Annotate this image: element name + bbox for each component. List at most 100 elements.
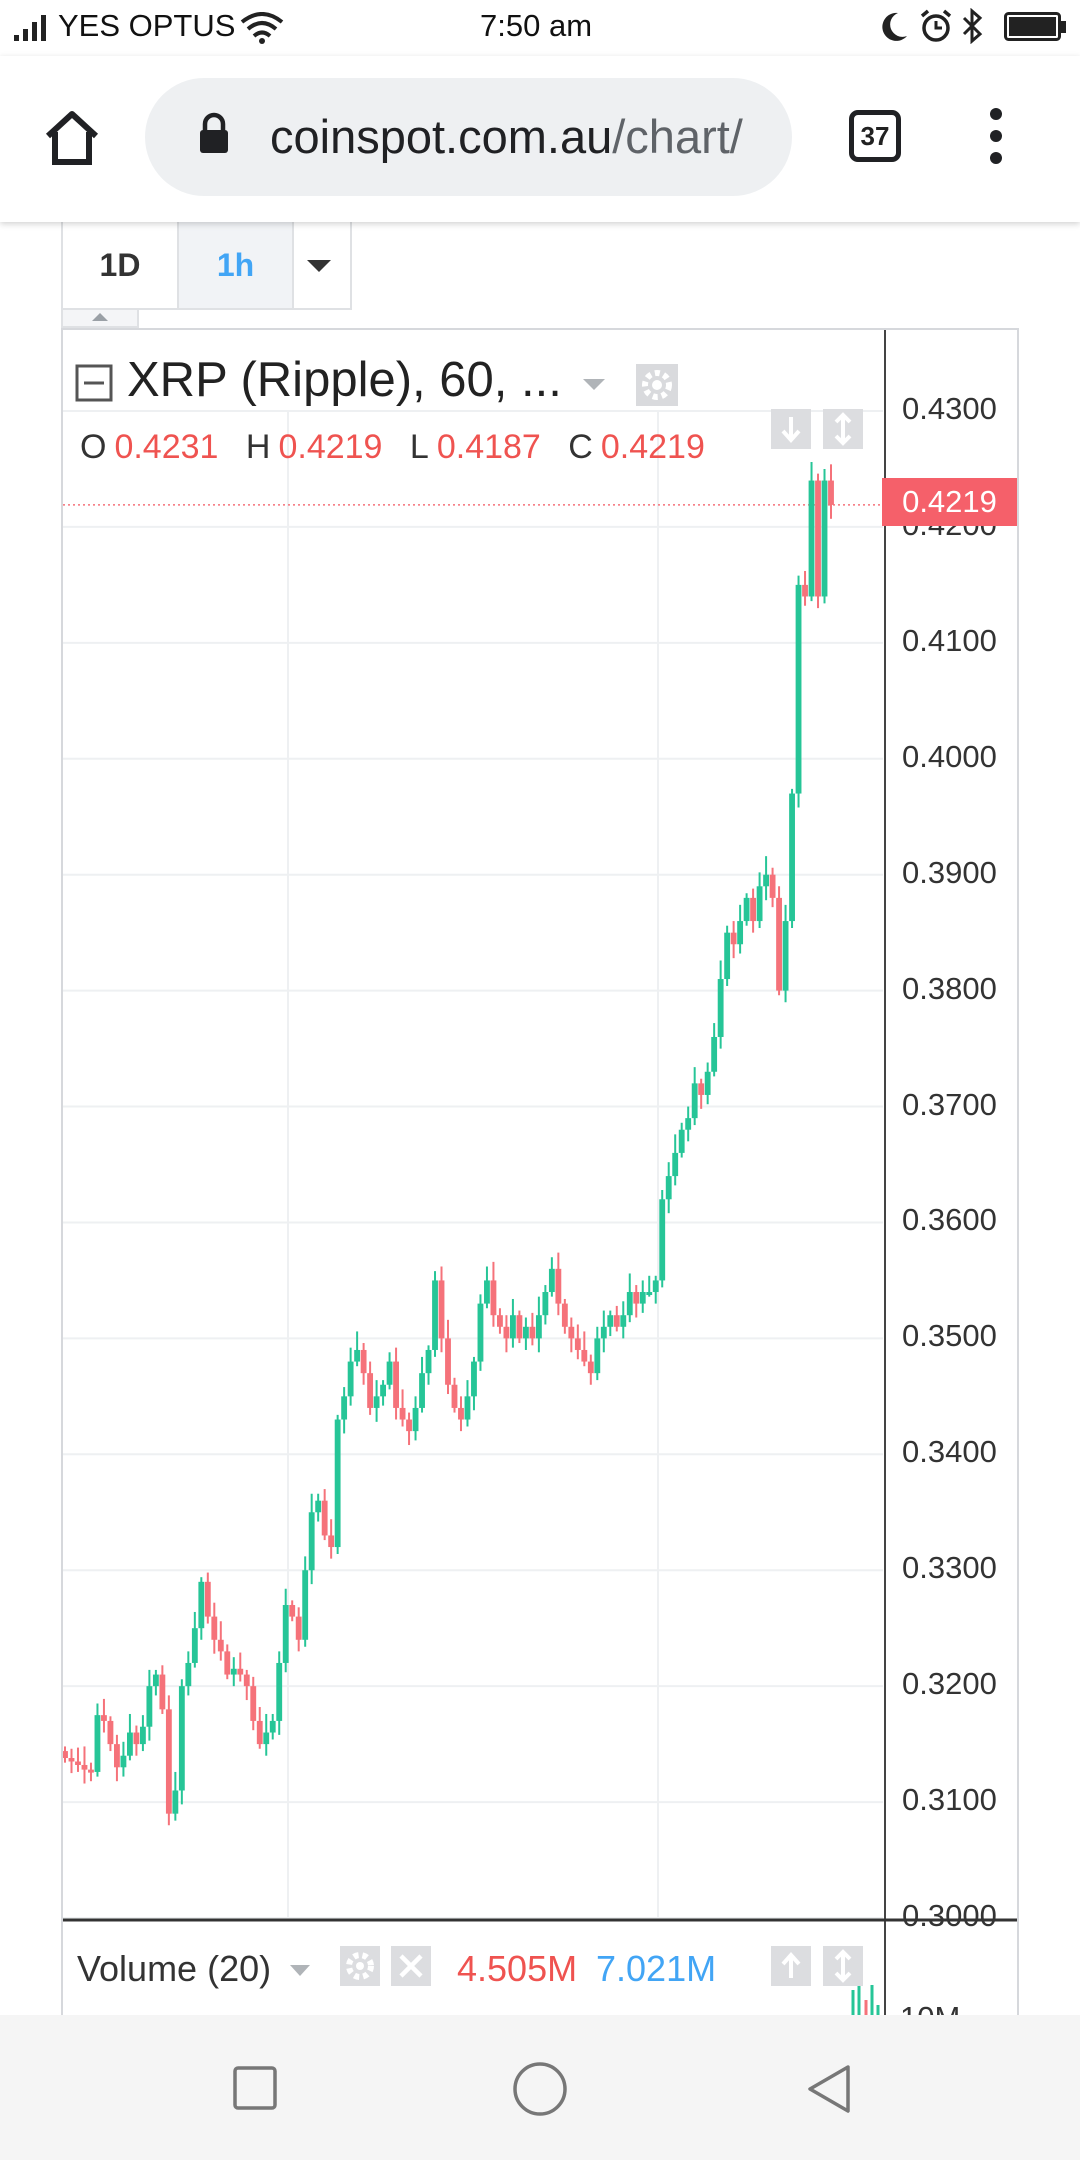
back-triangle-icon[interactable] — [804, 2063, 854, 2115]
candle-body — [652, 1280, 659, 1293]
candle-body — [289, 1605, 296, 1617]
home-circle-icon[interactable] — [512, 2061, 568, 2117]
price-axis-label: 0.4100 — [902, 622, 997, 658]
interval-1d-button[interactable]: 1D — [99, 247, 141, 283]
volume-settings-icon[interactable] — [340, 1946, 380, 1986]
address-bar[interactable]: coinspot.com.au/chart/ — [145, 78, 792, 196]
candle-body — [185, 1662, 192, 1687]
clock-time: 7:50 am — [480, 8, 593, 43]
price-axis-label: 0.3500 — [902, 1318, 997, 1354]
caret-down-icon[interactable] — [306, 258, 332, 274]
symbol-legend[interactable]: XRP (Ripple), 60, ... — [75, 352, 562, 408]
candle-body — [691, 1083, 698, 1119]
interval-1h-button[interactable]: 1h — [177, 222, 294, 308]
gear-icon — [642, 370, 672, 400]
settings-gear-icon[interactable] — [636, 364, 678, 406]
volume-remove-icon[interactable] — [391, 1946, 431, 1986]
close-label: C — [568, 428, 593, 466]
candle-body — [191, 1628, 198, 1663]
candle-body — [594, 1338, 601, 1374]
open-value: 0.4231 — [114, 428, 219, 466]
candle-body — [263, 1732, 270, 1745]
browser-toolbar: coinspot.com.au/chart/ 37 — [0, 56, 1080, 222]
candle-body — [711, 1036, 718, 1072]
scroll-down-icon[interactable] — [771, 409, 811, 449]
candle-body — [217, 1639, 224, 1652]
bluetooth-icon — [962, 8, 983, 44]
price-chart[interactable] — [61, 328, 1019, 2015]
candle-body — [626, 1292, 633, 1316]
low-value: 0.4187 — [436, 428, 541, 466]
volume-value-blue: 7.021M — [596, 1948, 717, 1989]
candle-body — [178, 1686, 185, 1791]
candle-body — [769, 874, 776, 898]
candle-body — [282, 1605, 289, 1663]
price-axis-label: 0.3000 — [902, 1898, 997, 1933]
tabs-icon[interactable]: 37 — [849, 110, 901, 162]
candle-body — [737, 921, 744, 945]
candle-body — [509, 1315, 516, 1339]
candle-body — [568, 1326, 575, 1339]
candle-body — [237, 1668, 244, 1675]
candle-body — [678, 1129, 685, 1153]
candle-body — [412, 1407, 419, 1432]
current-price-tag: 0.4219 — [882, 478, 1017, 526]
candle-body — [730, 932, 737, 945]
candle-body — [750, 897, 757, 922]
candle-body — [633, 1292, 640, 1304]
candle-body — [230, 1668, 237, 1675]
collapse-handle[interactable] — [61, 310, 139, 328]
candle-body — [224, 1651, 231, 1675]
more-vert-icon[interactable] — [986, 106, 1006, 166]
candle-body — [503, 1326, 510, 1339]
candle-body — [68, 1758, 75, 1762]
url-text[interactable]: coinspot.com.au/chart/ — [270, 109, 770, 164]
volume-title: Volume (20) — [77, 1948, 272, 1989]
recents-square-icon[interactable] — [232, 2065, 278, 2111]
candle-body — [756, 886, 763, 922]
candle-body — [600, 1326, 607, 1339]
candle-body — [659, 1199, 666, 1281]
candle-body — [607, 1315, 614, 1327]
price-axis-label: 0.3600 — [902, 1202, 997, 1238]
moon-icon — [882, 12, 907, 41]
candle-body — [63, 1751, 68, 1759]
volume-dropdown-icon[interactable] — [289, 1964, 311, 1978]
symbol-title: XRP (Ripple), 60, ... — [127, 353, 562, 407]
candle-body — [795, 584, 802, 794]
candle-body — [704, 1071, 711, 1095]
lock-icon — [200, 112, 228, 153]
legend-dropdown-icon[interactable] — [582, 378, 606, 392]
candlestick-chart[interactable] — [63, 330, 1019, 2015]
candle-body — [88, 1769, 94, 1773]
candle-body — [477, 1303, 484, 1362]
candle-body — [613, 1315, 620, 1327]
collapse-legend-icon[interactable] — [75, 364, 113, 402]
status-bar: YES OPTUS 7:50 am — [0, 0, 1080, 56]
price-axis-label: 0.3800 — [902, 970, 997, 1006]
candle-body — [451, 1384, 458, 1408]
candle-body — [152, 1674, 159, 1687]
candle-body — [646, 1292, 653, 1296]
candle-body — [126, 1732, 133, 1756]
close-value: 0.4219 — [600, 428, 705, 466]
candle-body — [211, 1616, 218, 1640]
candle-body — [672, 1152, 679, 1177]
battery-icon — [1004, 12, 1066, 41]
candle-body — [639, 1292, 646, 1304]
candle-body — [445, 1338, 451, 1385]
candle-body — [620, 1315, 627, 1327]
url-path: /chart/ — [612, 110, 743, 163]
price-axis-label: 0.3700 — [902, 1086, 997, 1122]
candle-body — [120, 1755, 127, 1768]
high-label: H — [245, 428, 271, 466]
candle-body — [380, 1384, 387, 1397]
candle-body — [250, 1686, 257, 1721]
candle-body — [308, 1512, 315, 1571]
volume-scroll-icon[interactable] — [771, 1946, 811, 1986]
candle-body — [101, 1715, 107, 1721]
volume-legend[interactable]: Volume (20) — [77, 1948, 311, 1990]
home-icon[interactable] — [42, 108, 102, 168]
scale-vertical-icon[interactable] — [823, 409, 863, 449]
volume-scale-icon[interactable] — [823, 1946, 863, 1986]
